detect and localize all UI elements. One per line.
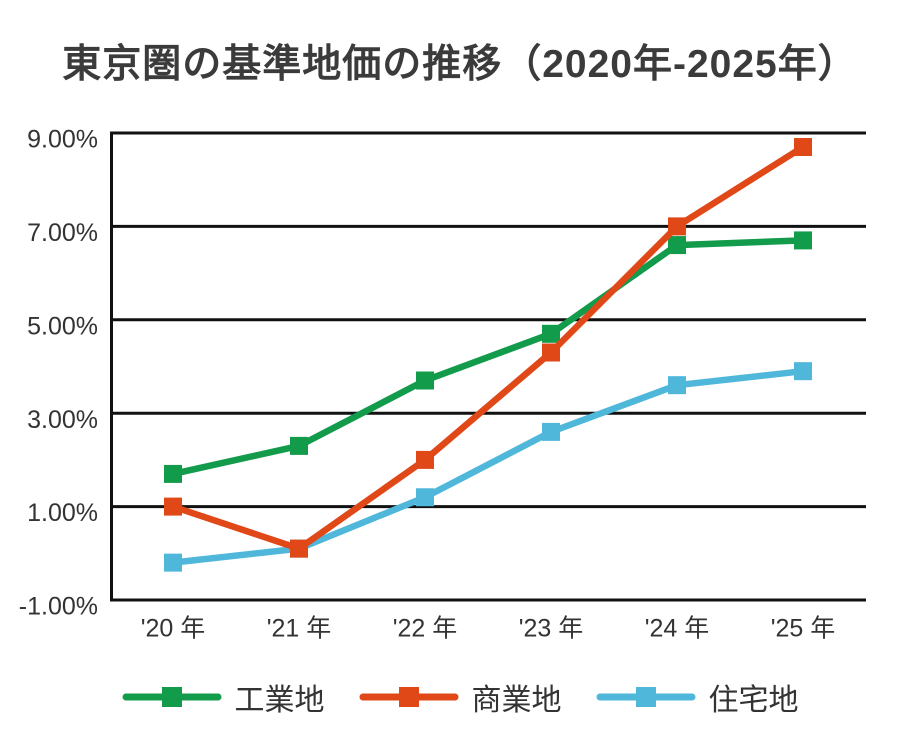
series-marker-commercial (542, 343, 560, 362)
chart-title: 東京圏の基準地価の推移（2020年-2025年） (62, 43, 858, 86)
series-marker-residential (542, 422, 560, 441)
series-marker-commercial (416, 450, 434, 469)
x-tick-label: '25 年 (771, 615, 836, 643)
series-marker-industrial (794, 231, 812, 250)
legend-item-commercial: 商業地 (359, 675, 562, 719)
legend-marker-industrial (161, 687, 182, 707)
x-tick-label: '20 年 (141, 615, 206, 643)
legend-label-residential: 住宅地 (708, 684, 799, 717)
y-tick-label: -1.00% (19, 593, 98, 621)
legend-swatch-industrial-icon (122, 687, 221, 707)
series-marker-commercial (794, 138, 812, 157)
chart-legend: 工業地 商業地 住宅地 (0, 672, 920, 722)
y-tick-label: 9.00% (27, 126, 98, 154)
legend-item-residential: 住宅地 (596, 675, 799, 719)
series-marker-residential (794, 362, 812, 381)
legend-marker-commercial (398, 687, 419, 707)
series-marker-industrial (164, 464, 182, 483)
legend-item-industrial: 工業地 (122, 675, 325, 719)
series-line-industrial (169, 237, 807, 478)
legend-swatch-commercial-icon (359, 687, 458, 707)
legend-label-commercial: 商業地 (471, 684, 562, 717)
series-line-commercial (169, 143, 807, 552)
x-tick-label: '22 年 (393, 615, 458, 643)
y-tick-label: 5.00% (27, 312, 98, 340)
y-tick-label: 1.00% (27, 499, 98, 527)
series-marker-industrial (290, 436, 308, 455)
series-marker-residential (668, 376, 686, 395)
series-marker-commercial (668, 217, 686, 236)
series-marker-residential (416, 488, 434, 507)
series-marker-industrial (416, 371, 434, 390)
line-chart-canvas: 9.00% 7.00% 5.00% 3.00% 1.00% -1.00% '20 年 '21 … (19, 126, 866, 643)
legend-swatch-residential-icon (596, 687, 695, 707)
x-tick-label: '21 年 (267, 615, 332, 643)
series-marker-residential (164, 553, 182, 572)
legend-label-industrial: 工業地 (234, 684, 325, 717)
series-marker-industrial (542, 324, 560, 343)
x-tick-label: '24 年 (645, 615, 710, 643)
series-marker-commercial (164, 497, 182, 516)
series-marker-industrial (668, 236, 686, 255)
y-tick-label: 7.00% (27, 219, 98, 247)
y-tick-label: 3.00% (27, 406, 98, 434)
x-tick-label: '23 年 (519, 615, 584, 643)
series-marker-commercial (290, 539, 308, 558)
legend-marker-residential (635, 687, 656, 707)
series-line-residential (169, 367, 807, 566)
